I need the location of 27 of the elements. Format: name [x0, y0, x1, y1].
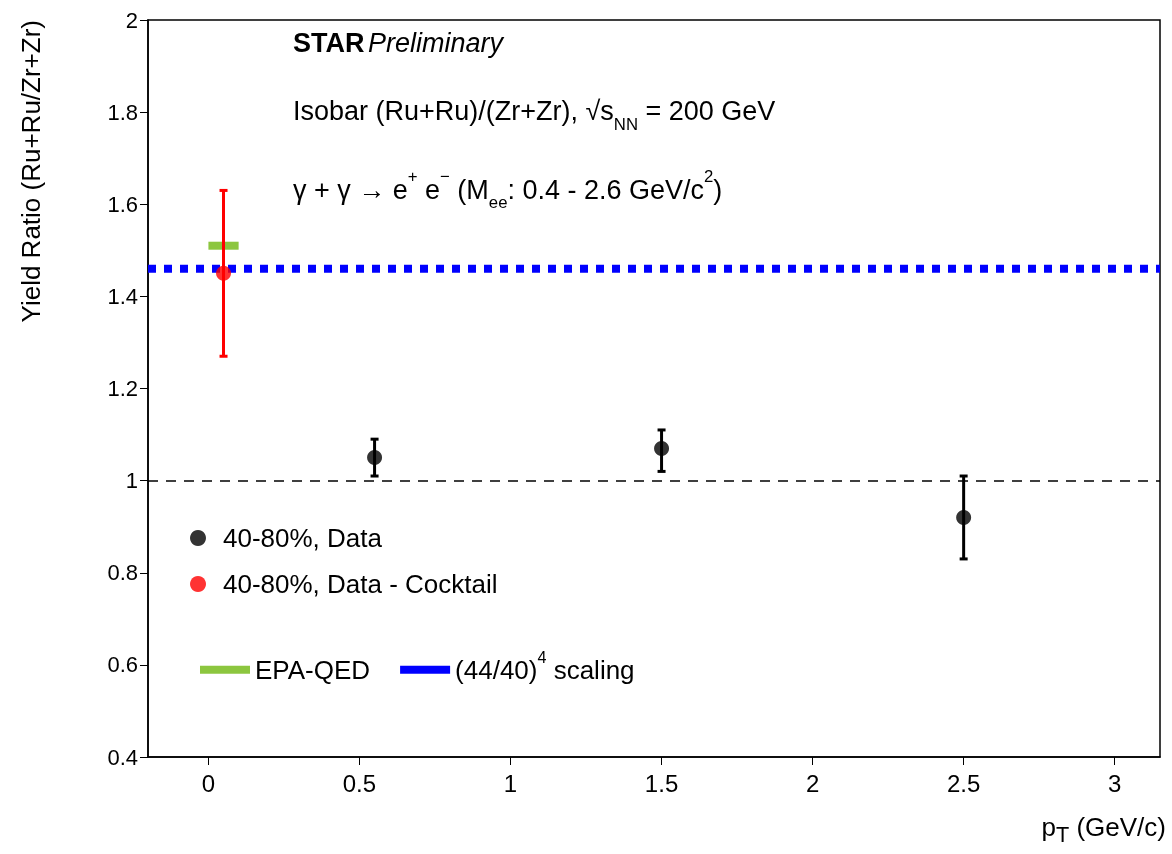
legend-label: 40-80%, Data	[223, 523, 383, 553]
y-tick-label: 0.8	[107, 560, 138, 586]
point	[956, 509, 972, 525]
y-tick-label: 1	[125, 468, 138, 494]
point	[654, 440, 670, 456]
y-tick-label: 1.8	[107, 99, 138, 125]
x-tick-label: 0.5	[342, 769, 377, 797]
y-tick-label: 1.6	[107, 191, 138, 217]
point	[216, 265, 232, 281]
annotation: Preliminary	[368, 28, 505, 59]
x-tick-label: 2	[805, 769, 820, 797]
x-tick-label: 1	[503, 769, 518, 797]
legend-label: 40-80%, Data - Cocktail	[223, 569, 498, 599]
x-tick-label: 3	[1108, 769, 1122, 797]
y-axis-title: Yield Ratio (Ru+Ru/Zr+Zr)	[16, 20, 47, 323]
x-tick-label: 1.5	[644, 769, 679, 797]
y-tick-label: 1.4	[107, 283, 138, 309]
annotation: STAR	[293, 28, 365, 59]
x-tick-label: 2.5	[946, 769, 981, 797]
x-tick-label: 0	[201, 769, 216, 797]
y-tick-label: 0.4	[107, 744, 138, 770]
y-tick-label: 0.6	[107, 652, 138, 678]
point	[367, 450, 383, 466]
y-tick-label: 2	[125, 7, 138, 33]
x-axis-title: p$_{T}$ (GeV/c)	[1041, 812, 1166, 849]
legend-label: EPA-QED	[255, 654, 371, 685]
y-tick-label: 1.2	[107, 376, 138, 401]
